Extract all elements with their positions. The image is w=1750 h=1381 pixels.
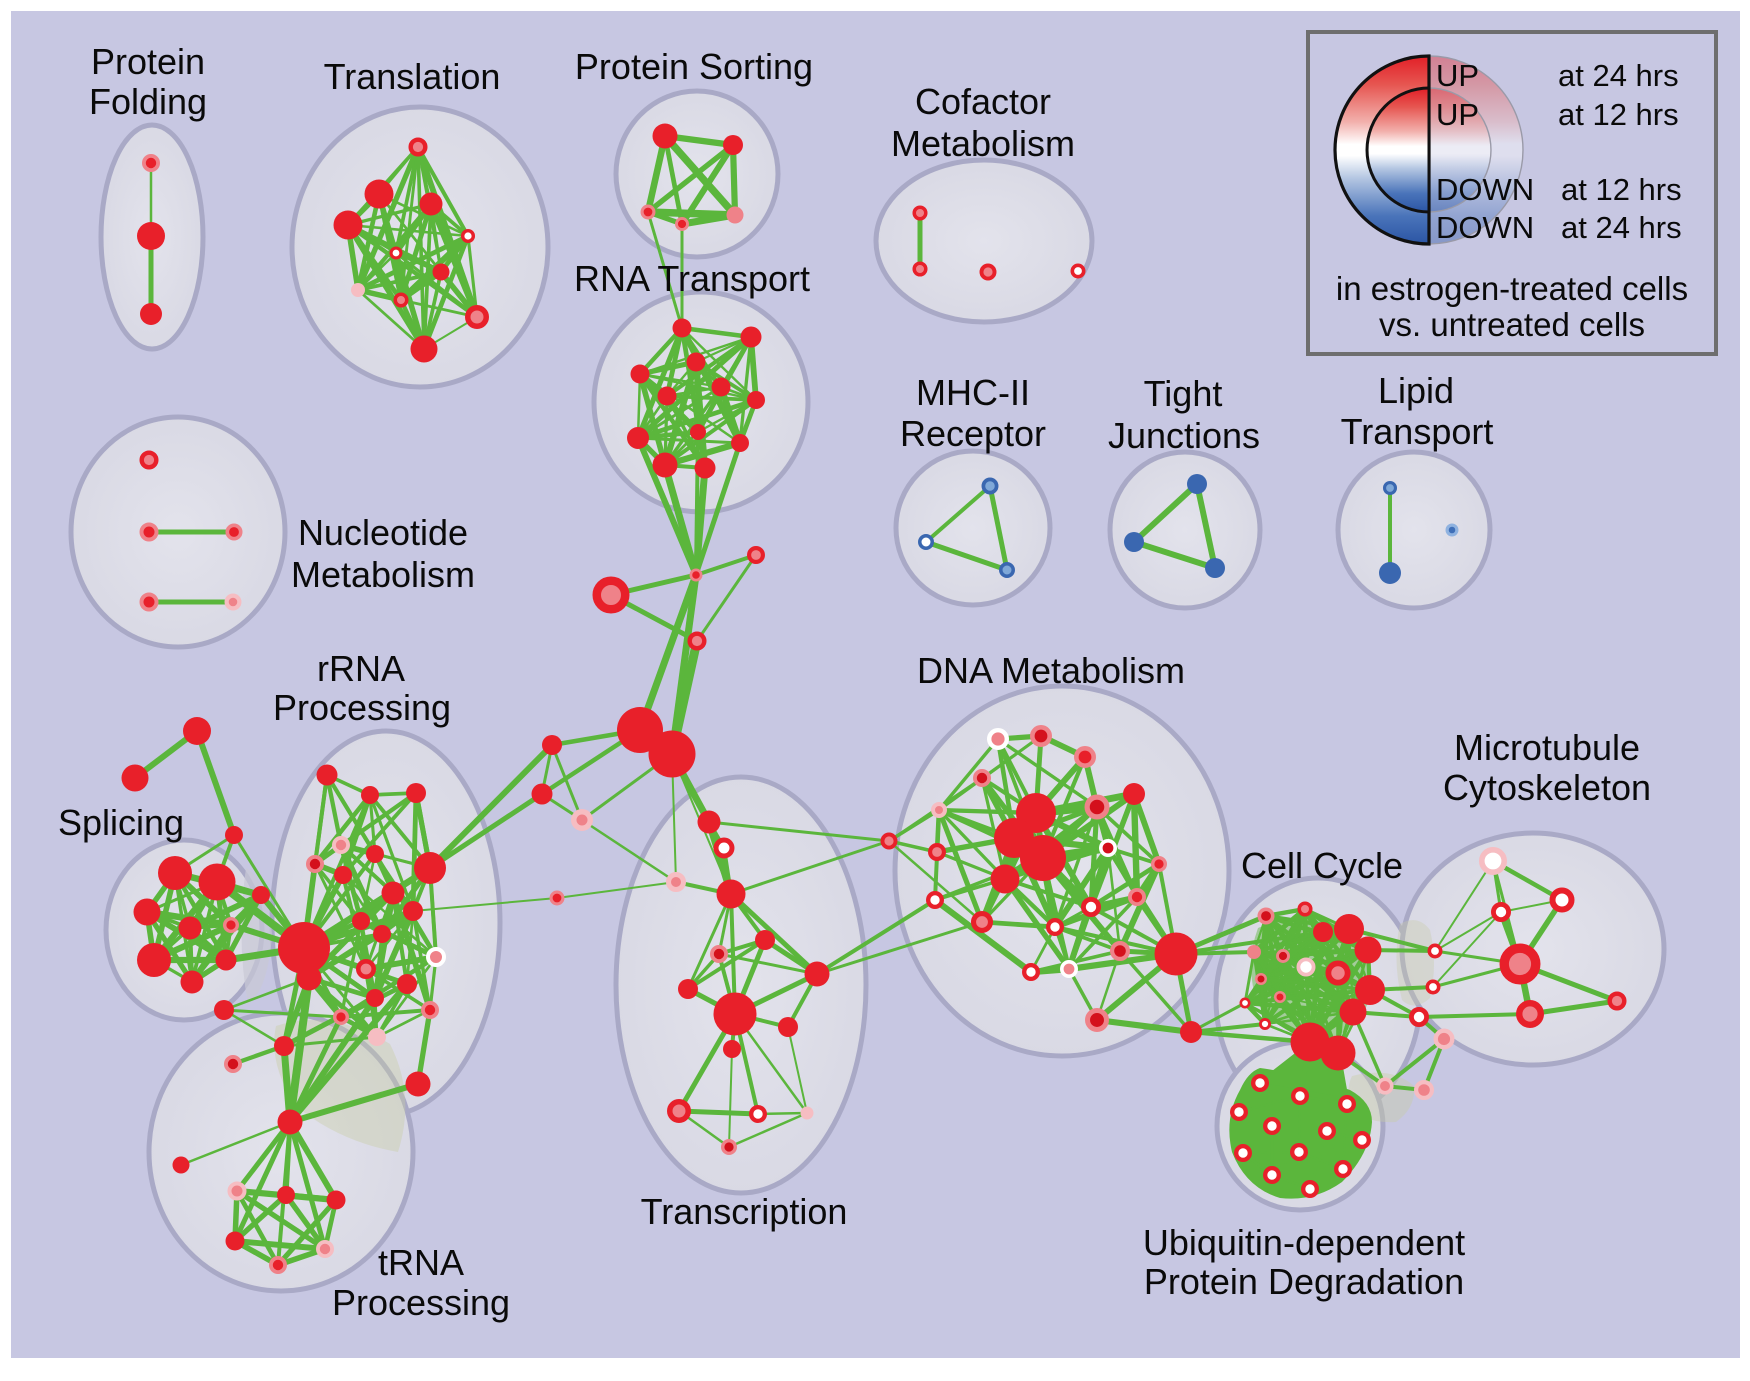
svg-text:Processing: Processing [332,1282,510,1323]
svg-text:DOWN: DOWN [1436,210,1534,245]
svg-text:DNA Metabolism: DNA Metabolism [917,650,1185,691]
svg-text:Transcription: Transcription [641,1191,848,1232]
svg-text:vs. untreated cells: vs. untreated cells [1379,306,1645,343]
svg-text:Junctions: Junctions [1108,415,1260,456]
svg-text:Folding: Folding [89,81,207,122]
svg-text:UP: UP [1436,97,1479,132]
svg-text:Protein: Protein [91,41,205,82]
svg-text:in estrogen-treated cells: in estrogen-treated cells [1336,270,1688,307]
svg-text:at 12 hrs: at 12 hrs [1558,97,1679,132]
svg-text:Tight: Tight [1144,373,1223,414]
svg-text:MHC-II: MHC-II [916,372,1030,413]
svg-text:Metabolism: Metabolism [291,554,475,595]
svg-text:Protein Degradation: Protein Degradation [1144,1261,1464,1302]
svg-text:Lipid: Lipid [1378,370,1454,411]
svg-text:at 24 hrs: at 24 hrs [1561,210,1682,245]
svg-text:Splicing: Splicing [58,802,184,843]
svg-text:at 12 hrs: at 12 hrs [1561,172,1682,207]
svg-text:tRNA: tRNA [378,1242,464,1283]
svg-text:Cofactor: Cofactor [915,81,1051,122]
svg-text:Transport: Transport [1341,411,1494,452]
svg-text:Ubiquitin-dependent: Ubiquitin-dependent [1143,1222,1465,1263]
svg-text:DOWN: DOWN [1436,172,1534,207]
svg-text:Cytoskeleton: Cytoskeleton [1443,767,1651,808]
svg-text:Receptor: Receptor [900,413,1046,454]
svg-text:Cell Cycle: Cell Cycle [1241,845,1403,886]
svg-text:Protein Sorting: Protein Sorting [575,46,813,87]
svg-text:Nucleotide: Nucleotide [298,512,468,553]
svg-text:Translation: Translation [324,56,501,97]
svg-text:rRNA: rRNA [317,648,405,689]
svg-text:Microtubule: Microtubule [1454,727,1640,768]
svg-text:UP: UP [1436,58,1479,93]
svg-text:Metabolism: Metabolism [891,123,1075,164]
svg-text:RNA Transport: RNA Transport [574,258,810,299]
svg-text:at 24 hrs: at 24 hrs [1558,58,1679,93]
svg-text:Processing: Processing [273,687,451,728]
